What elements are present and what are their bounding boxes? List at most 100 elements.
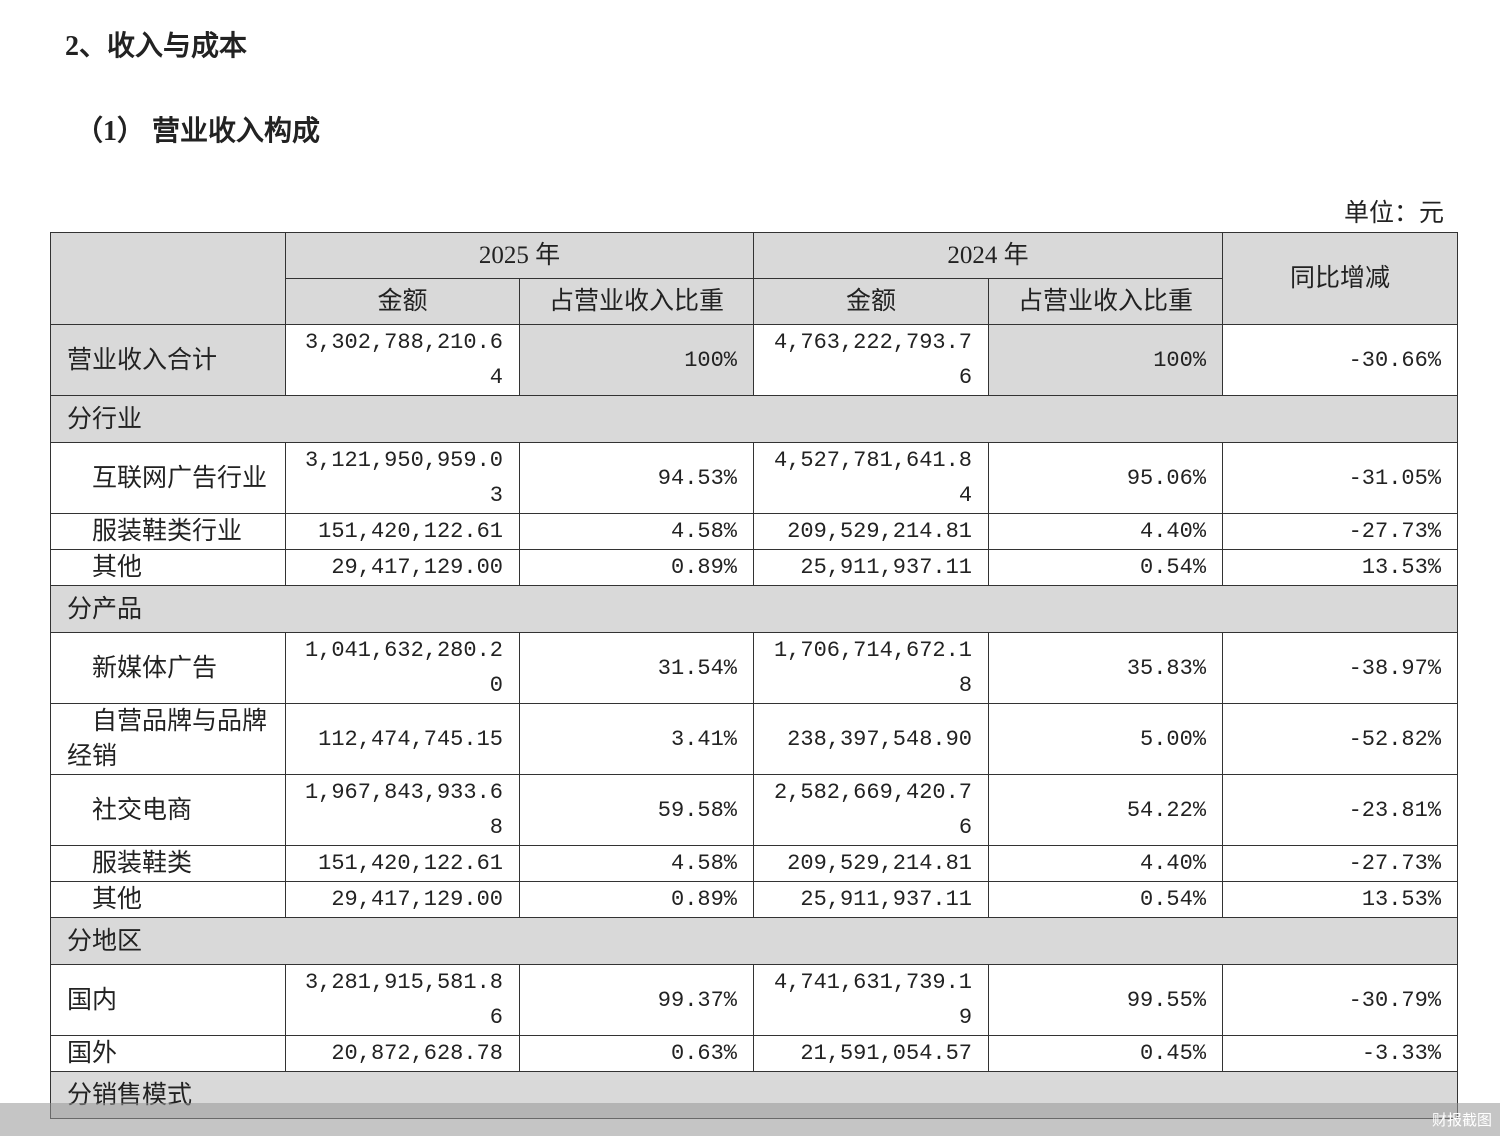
year-header: 2024 年 (753, 232, 1224, 279)
cell: -52.82% (1222, 703, 1459, 775)
column-header: 金额 (753, 278, 990, 325)
year-header: 2025 年 (284, 232, 755, 279)
data-row: 其他 29,417,129.00 0.89% 25,911,937.11 0.54% 13… (50, 881, 1459, 918)
cell: 31.54% (518, 632, 755, 704)
cell: 3.41% (518, 703, 755, 775)
cell: 3,121,950,959.03 (285, 442, 520, 514)
row-label: 社交电商 (50, 774, 286, 846)
row-label: 营业收入合计 (50, 324, 286, 396)
cell: 4.40% (988, 845, 1224, 882)
cell: 29,417,129.00 (285, 549, 520, 586)
cell: 4.40% (988, 513, 1224, 550)
section-row: 分行业 (49, 395, 1459, 443)
row-label: 自营品牌与品牌经销 (50, 703, 286, 775)
cell: -38.97% (1222, 632, 1459, 704)
row-label: 互联网广告行业 (50, 442, 286, 514)
cell: -27.73% (1222, 513, 1459, 550)
yoy-header: 同比增减 (1222, 232, 1459, 325)
cell: 112,474,745.15 (285, 703, 520, 775)
cell: 4,527,781,641.84 (753, 442, 990, 514)
cell: 95.06% (988, 442, 1224, 514)
cell: 100% (518, 324, 755, 396)
cell: 1,706,714,672.18 (753, 632, 990, 704)
row-label: 其他 (50, 549, 286, 586)
row-label: 国内 (50, 964, 286, 1036)
row-label: 分地区 (49, 917, 1459, 965)
cell: 13.53% (1222, 881, 1459, 918)
row-label: 新媒体广告 (50, 632, 286, 704)
row-label: 分产品 (49, 585, 1459, 633)
column-header: 金额 (285, 278, 520, 325)
cell: 4,763,222,793.76 (753, 324, 990, 396)
cell: 4,741,631,739.19 (753, 964, 990, 1036)
cell: 3,281,915,581.86 (285, 964, 520, 1036)
cell: -31.05% (1222, 442, 1459, 514)
data-row: 营业收入合计 3,302,788,210.64 100% 4,763,222,793.… (50, 324, 1459, 396)
cell: 100% (988, 324, 1224, 396)
cell: 21,591,054.57 (753, 1035, 990, 1072)
cell: 35.83% (988, 632, 1224, 704)
cell: 25,911,937.11 (753, 881, 990, 918)
cell: 2,582,669,420.76 (753, 774, 990, 846)
cell: 0.89% (518, 881, 755, 918)
section-row: 分地区 (49, 917, 1459, 965)
cell: 94.53% (518, 442, 755, 514)
cell: 151,420,122.61 (285, 845, 520, 882)
unit: 单位：元 (1343, 200, 1444, 227)
row-label: 分行业 (49, 395, 1459, 443)
cell: -30.66% (1222, 324, 1459, 396)
cell: 238,397,548.90 (753, 703, 990, 775)
data-row: 国外 20,872,628.78 0.63% 21,591,054.57 0.45% -3… (50, 1035, 1459, 1072)
cell: -23.81% (1222, 774, 1459, 846)
header-row: 2025 年 2024 年 同比增减 (50, 232, 1459, 325)
cell: 209,529,214.81 (753, 513, 990, 550)
cell: 0.45% (988, 1035, 1224, 1072)
row-label: 国外 (50, 1035, 286, 1072)
cell: 4.58% (518, 845, 755, 882)
cell: 99.37% (518, 964, 755, 1036)
subheading: （1） 营业收入构成 (75, 116, 321, 147)
cell: -27.73% (1222, 845, 1459, 882)
data-row: 社交电商 1,967,843,933.68 59.58% 2,582,669,420.… (50, 774, 1459, 846)
cell: 13.53% (1222, 549, 1459, 586)
watermark-bar: 财报截图 (0, 1103, 1500, 1136)
data-row: 新媒体广告 1,041,632,280.20 31.54% 1,706,714,672… (50, 632, 1459, 704)
cell: 151,420,122.61 (285, 513, 520, 550)
cell: 3,302,788,210.64 (285, 324, 520, 396)
data-row: 服装鞋类行业 151,420,122.61 4.58% 209,529,214.81 4… (50, 513, 1459, 550)
cell: 0.63% (518, 1035, 755, 1072)
cell: 1,041,632,280.20 (285, 632, 520, 704)
cell: 25,911,937.11 (753, 549, 990, 586)
data-row: 自营品牌与品牌经销 112,474,745.15 3.41% 238,397,548.… (50, 703, 1459, 775)
cell: 4.58% (518, 513, 755, 550)
cell: 0.89% (518, 549, 755, 586)
cell: 0.54% (988, 881, 1224, 918)
cell: 54.22% (988, 774, 1224, 846)
row-label: 服装鞋类 (50, 845, 286, 882)
data-row: 其他 29,417,129.00 0.89% 25,911,937.11 0.54% 13… (50, 549, 1459, 586)
revenue-table: 2025 年 2024 年 同比增减 金额 占营业收入比重 金额 占营业收入比重… (49, 232, 1459, 1119)
watermark: 财报截图 (1431, 1111, 1492, 1129)
section-row: 分产品 (49, 585, 1459, 633)
cell: -3.33% (1222, 1035, 1459, 1072)
cell: 20,872,628.78 (285, 1035, 520, 1072)
cell: -30.79% (1222, 964, 1459, 1036)
data-row: 国内 3,281,915,581.86 99.37% 4,741,631,739.19… (50, 964, 1459, 1036)
heading: 2、收入与成本 (65, 31, 248, 62)
header-corner (50, 232, 286, 325)
column-header: 占营业收入比重 (988, 278, 1224, 325)
row-label: 其他 (50, 881, 286, 918)
header-row: 金额 占营业收入比重 金额 占营业收入比重 (51, 278, 1458, 325)
row-label: 服装鞋类行业 (50, 513, 286, 550)
cell: 5.00% (988, 703, 1224, 775)
data-row: 服装鞋类 151,420,122.61 4.58% 209,529,214.81 4.4… (50, 845, 1459, 882)
cell: 99.55% (988, 964, 1224, 1036)
cell: 1,967,843,933.68 (285, 774, 520, 846)
column-header: 占营业收入比重 (518, 278, 755, 325)
cell: 29,417,129.00 (285, 881, 520, 918)
cell: 209,529,214.81 (753, 845, 990, 882)
cell: 59.58% (518, 774, 755, 846)
data-row: 互联网广告行业 3,121,950,959.03 94.53% 4,527,781,6… (50, 442, 1459, 514)
cell: 0.54% (988, 549, 1224, 586)
